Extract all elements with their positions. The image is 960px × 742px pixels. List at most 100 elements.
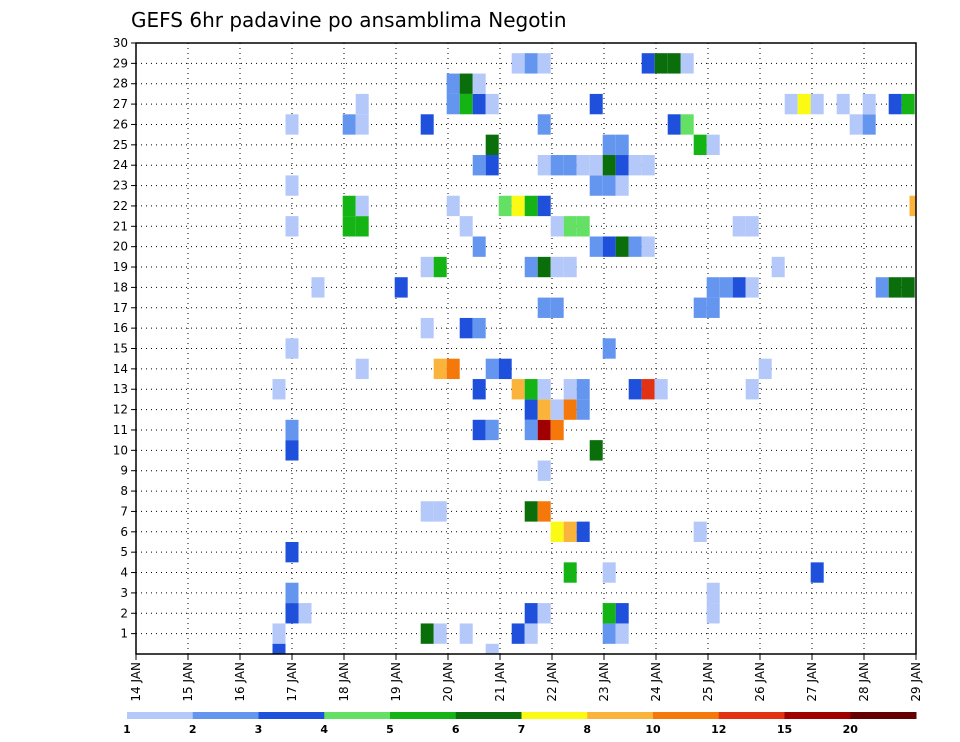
heatmap-cell [272,379,286,400]
y-tick-label: 15 [113,342,128,356]
legend-swatch [718,712,785,719]
heatmap-cell [563,216,577,237]
y-tick-label: 29 [113,56,128,70]
heatmap-cell [524,419,538,441]
y-tick-label: 28 [113,77,128,91]
heatmap-cell [524,53,538,74]
legend-swatch [390,712,457,719]
heatmap-cell [355,195,369,217]
heatmap-cell [285,440,299,461]
heatmap-cell [706,277,720,298]
heatmap-cell [862,114,876,135]
heatmap-cell [485,93,499,115]
y-tick-label: 20 [113,240,128,254]
heatmap-cell [459,317,473,339]
heatmap-cell [285,338,299,359]
heatmap-cell [615,623,629,644]
heatmap-cell [537,419,551,441]
heatmap-cell [745,277,759,298]
x-tick-label: 15 JAN [181,662,195,702]
heatmap-cell [355,216,369,237]
heatmap-cell [537,114,551,135]
heatmap-cell [810,562,824,583]
heatmap-cell [706,582,720,604]
x-tick-label: 24 JAN [649,662,663,702]
heatmap-cell [875,277,889,298]
heatmap-cell [862,93,876,115]
legend-swatch [653,712,720,719]
heatmap-cell [342,114,356,135]
heatmap-cell [563,379,577,400]
heatmap-cell [433,358,447,380]
y-tick-label: 8 [120,484,128,498]
x-tick-label: 25 JAN [701,662,715,702]
heatmap-cell [524,379,538,400]
heatmap-cell [589,175,603,196]
heatmap-cell [446,358,460,380]
heatmap-cell [589,440,603,461]
heatmap-cell [810,93,824,115]
heatmap-cell [615,134,629,156]
heatmap-cell [420,114,434,135]
heatmap-cell [849,114,863,135]
heatmap-cell [355,114,369,135]
heatmap-cell [446,73,460,94]
legend-label: 12 [711,723,726,736]
legend-swatch [258,712,325,719]
heatmap-cell [524,195,538,217]
heatmap-cell [550,155,564,176]
x-tick-label: 18 JAN [337,662,351,702]
heatmap-cell [537,195,551,217]
heatmap-cell [537,53,551,74]
heatmap-cell [654,379,668,400]
y-tick-label: 7 [120,504,128,518]
legend-swatch [850,712,917,719]
heatmap-cell [420,623,434,644]
heatmap-cell [628,236,642,257]
y-tick-label: 4 [120,566,128,580]
heatmap-cell [485,155,499,176]
y-tick-label: 19 [113,260,128,274]
heatmap-cell [459,93,473,115]
heatmap-cell [706,603,720,624]
heatmap-cell [420,256,434,278]
heatmap-cell [272,643,286,654]
heatmap-cell [550,419,564,441]
y-axis: 1234567891011121314151617181920212223242… [113,36,136,641]
heatmap-cell [732,277,746,298]
heatmap-cell [272,623,286,644]
heatmap-cell [602,338,616,359]
heatmap-cell [602,155,616,176]
y-tick-label: 6 [120,525,128,539]
heatmap-cell [485,134,499,156]
heatmap-cell [355,358,369,380]
x-tick-label: 16 JAN [233,662,247,702]
heatmap-cell [719,277,733,298]
heatmap-cell [511,195,525,217]
legend-label: 3 [255,723,263,736]
y-tick-label: 27 [113,97,128,111]
heatmap-cell [537,460,551,481]
heatmap-cell [563,155,577,176]
heatmap-cell [537,256,551,278]
heatmap-cell [576,379,590,400]
heatmap-cell [706,134,720,156]
y-tick-label: 13 [113,382,128,396]
heatmap-cell [641,155,655,176]
legend-label: 1 [123,723,131,736]
heatmap-cell [784,93,798,115]
y-tick-label: 23 [113,179,128,193]
heatmap-cell [615,155,629,176]
x-tick-label: 22 JAN [545,662,559,702]
heatmap-cell [285,419,299,441]
x-tick-label: 21 JAN [493,662,507,702]
x-tick-label: 19 JAN [389,662,403,702]
heatmap-cell [602,603,616,624]
heatmap-cell [758,358,772,380]
heatmap-cell [550,256,564,278]
heatmap-cell [285,114,299,135]
legend-label: 5 [386,723,394,736]
heatmap-cell [472,236,486,257]
heatmap-cell [459,216,473,237]
